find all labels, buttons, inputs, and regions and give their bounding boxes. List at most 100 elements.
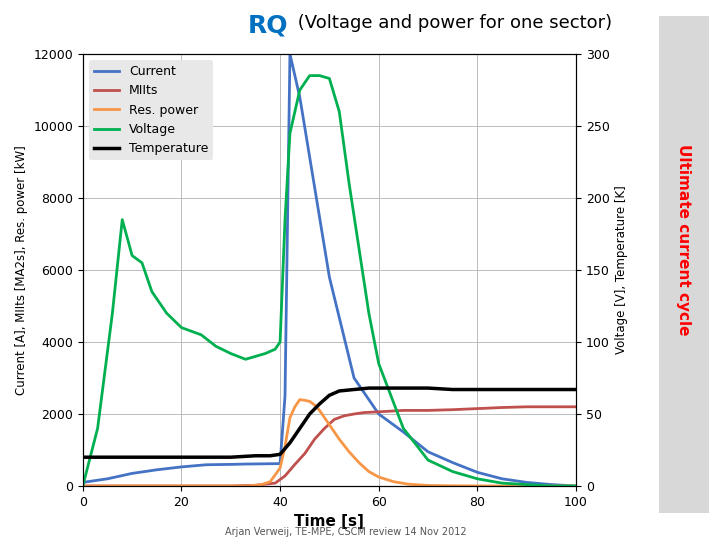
Res. power bbox=[374, 474, 383, 480]
Temperature bbox=[295, 425, 304, 431]
Current bbox=[295, 94, 304, 100]
Res. power bbox=[320, 414, 329, 421]
Res. power bbox=[355, 460, 364, 466]
Voltage bbox=[241, 356, 250, 362]
MIIts bbox=[359, 409, 368, 416]
Temperature bbox=[226, 454, 235, 461]
Voltage bbox=[399, 425, 408, 431]
Voltage bbox=[226, 350, 235, 357]
Res. power bbox=[325, 422, 334, 428]
Text: RQ: RQ bbox=[248, 14, 288, 37]
Temperature bbox=[177, 454, 186, 461]
X-axis label: Time [s]: Time [s] bbox=[294, 514, 364, 529]
MIIts bbox=[350, 411, 359, 417]
Temperature bbox=[523, 386, 531, 393]
MIIts bbox=[523, 403, 531, 410]
Line: MIIts: MIIts bbox=[83, 407, 576, 486]
Voltage bbox=[345, 180, 354, 187]
Temperature bbox=[449, 386, 457, 393]
Res. power bbox=[335, 436, 343, 442]
Temperature bbox=[202, 454, 210, 461]
MIIts bbox=[498, 404, 506, 411]
Res. power bbox=[300, 397, 309, 403]
Voltage bbox=[281, 217, 289, 223]
Current bbox=[374, 411, 383, 417]
Res. power bbox=[291, 403, 300, 410]
Current bbox=[350, 375, 359, 381]
Voltage bbox=[325, 75, 334, 82]
Text: (Voltage and power for one sector): (Voltage and power for one sector) bbox=[292, 14, 612, 31]
Voltage bbox=[162, 310, 171, 316]
Res. power bbox=[498, 483, 506, 489]
Res. power bbox=[310, 402, 319, 408]
Voltage bbox=[118, 217, 127, 223]
Res. power bbox=[315, 407, 324, 414]
Current bbox=[103, 476, 112, 482]
MIIts bbox=[320, 425, 329, 431]
Voltage bbox=[423, 457, 432, 463]
Temperature bbox=[335, 388, 343, 394]
Line: Res. power: Res. power bbox=[83, 400, 576, 486]
Voltage bbox=[271, 346, 279, 353]
Text: Arjan Verweij, TE-MPE, CSCM review 14 Nov 2012: Arjan Verweij, TE-MPE, CSCM review 14 No… bbox=[225, 527, 467, 537]
Res. power bbox=[286, 414, 294, 421]
Voltage bbox=[128, 252, 137, 259]
Temperature bbox=[315, 401, 324, 407]
Current bbox=[473, 469, 482, 476]
MIIts bbox=[340, 413, 348, 419]
MIIts bbox=[572, 403, 580, 410]
Voltage bbox=[547, 483, 556, 489]
Temperature bbox=[276, 451, 284, 457]
MIIts bbox=[251, 482, 260, 489]
Temperature bbox=[251, 453, 260, 459]
MIIts bbox=[78, 483, 87, 489]
Voltage bbox=[523, 481, 531, 488]
Line: Current: Current bbox=[83, 54, 576, 486]
Current bbox=[177, 464, 186, 470]
Legend: Current, MIIts, Res. power, Voltage, Temperature: Current, MIIts, Res. power, Voltage, Tem… bbox=[89, 60, 213, 160]
Current bbox=[523, 479, 531, 485]
Res. power bbox=[276, 465, 284, 471]
Voltage bbox=[305, 72, 314, 79]
Res. power bbox=[404, 481, 413, 488]
Voltage bbox=[261, 350, 269, 357]
MIIts bbox=[271, 480, 279, 487]
Line: Voltage: Voltage bbox=[83, 76, 576, 486]
MIIts bbox=[281, 472, 289, 479]
Res. power bbox=[390, 478, 398, 485]
Current bbox=[271, 461, 279, 467]
MIIts bbox=[473, 406, 482, 412]
Voltage bbox=[276, 339, 284, 345]
MIIts bbox=[399, 407, 408, 414]
MIIts bbox=[547, 403, 556, 410]
Temperature bbox=[423, 385, 432, 392]
Voltage bbox=[374, 360, 383, 367]
Temperature bbox=[305, 411, 314, 417]
Voltage bbox=[212, 343, 220, 349]
Current bbox=[202, 462, 210, 468]
Voltage bbox=[315, 72, 324, 79]
Current bbox=[128, 470, 137, 477]
Voltage bbox=[572, 483, 580, 489]
Y-axis label: Current [A], MIIts [MA2s], Res. power [kW]: Current [A], MIIts [MA2s], Res. power [k… bbox=[14, 145, 27, 395]
Voltage bbox=[498, 480, 506, 487]
Temperature bbox=[153, 454, 161, 461]
Temperature bbox=[498, 386, 506, 393]
Temperature bbox=[286, 440, 294, 446]
MIIts bbox=[374, 409, 383, 415]
Voltage bbox=[295, 87, 304, 93]
Temperature bbox=[547, 386, 556, 393]
Current bbox=[78, 479, 87, 485]
Res. power bbox=[305, 398, 314, 404]
Voltage bbox=[94, 425, 102, 431]
Res. power bbox=[266, 478, 274, 485]
Current bbox=[423, 449, 432, 455]
Temperature bbox=[473, 386, 482, 393]
Voltage bbox=[473, 476, 482, 482]
Res. power bbox=[78, 483, 87, 489]
Temperature bbox=[103, 454, 112, 461]
Temperature bbox=[128, 454, 137, 461]
Res. power bbox=[295, 396, 304, 403]
Voltage bbox=[177, 325, 186, 331]
Res. power bbox=[572, 483, 580, 489]
